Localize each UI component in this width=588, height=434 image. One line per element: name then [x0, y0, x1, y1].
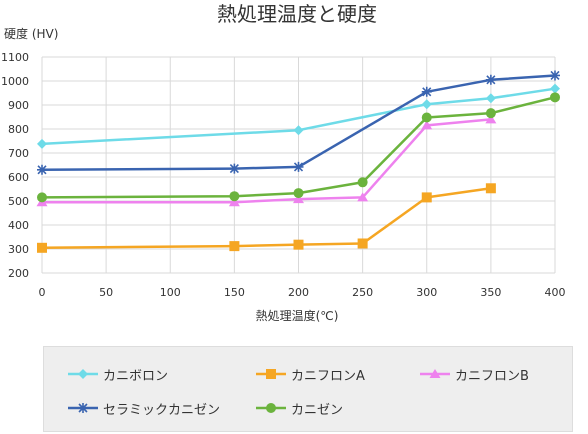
- legend-label: カニボロン: [103, 368, 169, 384]
- legend-marker: [78, 369, 88, 379]
- data-point-0: [421, 99, 432, 110]
- data-point-4: [485, 108, 496, 119]
- legend-item: カニボロン: [68, 363, 168, 385]
- y-tick-label: 1100: [1, 51, 29, 64]
- data-point-0: [485, 93, 496, 104]
- data-point-2: [357, 192, 369, 202]
- data-point-1: [485, 183, 496, 194]
- y-tick-label: 200: [8, 267, 29, 280]
- y-tick-label: 600: [8, 171, 29, 184]
- data-point-1: [421, 192, 432, 203]
- y-tick-label: 400: [8, 219, 29, 232]
- data-point-0: [293, 125, 304, 136]
- data-point-4: [37, 192, 47, 203]
- series-line-1: [41, 187, 492, 250]
- x-tick-label: 250: [352, 286, 373, 299]
- legend-swatch: [256, 403, 286, 413]
- y-tick-label: 300: [8, 243, 29, 256]
- tick-labels: 200 300 400 500 600 700 800 900 1000 1100 0 50 100 15…: [1, 51, 566, 299]
- series-line-2: [42, 118, 491, 204]
- chart-title: 熱処理温度と硬度: [217, 2, 377, 26]
- legend-label: セラミックカニゼン: [103, 402, 221, 418]
- legend-label: カニフロンA: [291, 368, 365, 384]
- y-tick-label: 1000: [1, 75, 29, 88]
- data-point-4: [550, 92, 560, 103]
- legend-item: セラミックカニゼン: [68, 397, 220, 419]
- x-tick-label: 150: [224, 286, 245, 299]
- data-point-1: [293, 239, 304, 250]
- legend-item: カニゼン: [256, 397, 343, 419]
- y-tick-label: 700: [8, 147, 29, 160]
- x-tick-label: 350: [480, 286, 501, 299]
- legend-swatch: [256, 369, 286, 379]
- data-point-3: [485, 74, 496, 85]
- legend-item: カニフロンB: [420, 363, 529, 385]
- data-point-4: [357, 177, 368, 188]
- data-point-0: [37, 138, 47, 149]
- x-tick-label: 0: [39, 286, 46, 299]
- legend-item: カニフロンA: [256, 363, 365, 385]
- x-tick-label: 400: [545, 286, 566, 299]
- legend-swatch: [68, 369, 98, 379]
- series-line-3: [41, 74, 556, 172]
- x-tick-label: 300: [416, 286, 437, 299]
- data-point-1: [229, 241, 240, 252]
- data-point-1: [37, 242, 47, 253]
- data-point-2: [485, 114, 497, 124]
- legend-swatch: [68, 403, 98, 413]
- y-tick-label: 800: [8, 123, 29, 136]
- x-tick-label: 50: [99, 286, 113, 299]
- data-point-4: [421, 112, 432, 123]
- data-point-2: [228, 197, 240, 207]
- data-point-4: [293, 188, 304, 199]
- y-tick-label: 900: [8, 99, 29, 112]
- series-markers: [36, 70, 560, 253]
- legend-marker: [266, 369, 276, 379]
- legend-marker: [78, 403, 88, 413]
- y-axis-label: 硬度 (HV): [4, 26, 58, 41]
- data-point-0: [550, 83, 560, 94]
- data-point-4: [229, 191, 240, 202]
- data-point-3: [293, 161, 304, 172]
- legend: カニボロン カニフロンA カニフロンB セラミックカニゼン カニゼン: [43, 346, 573, 432]
- data-point-3: [37, 164, 47, 175]
- x-tick-label: 200: [288, 286, 309, 299]
- data-point-3: [550, 70, 560, 81]
- data-point-2: [421, 120, 433, 130]
- legend-swatch: [420, 369, 450, 378]
- legend-label: カニゼン: [291, 402, 344, 418]
- y-tick-label: 500: [8, 195, 29, 208]
- data-point-3: [229, 163, 240, 174]
- x-tick-label: 100: [160, 286, 181, 299]
- data-point-2: [293, 194, 304, 204]
- data-point-3: [421, 86, 432, 97]
- data-point-1: [357, 238, 368, 249]
- x-axis-label: 熱処理温度(℃): [256, 308, 339, 323]
- legend-marker: [429, 369, 441, 378]
- legend-label: カニフロンB: [455, 368, 529, 384]
- legend-marker: [266, 403, 276, 413]
